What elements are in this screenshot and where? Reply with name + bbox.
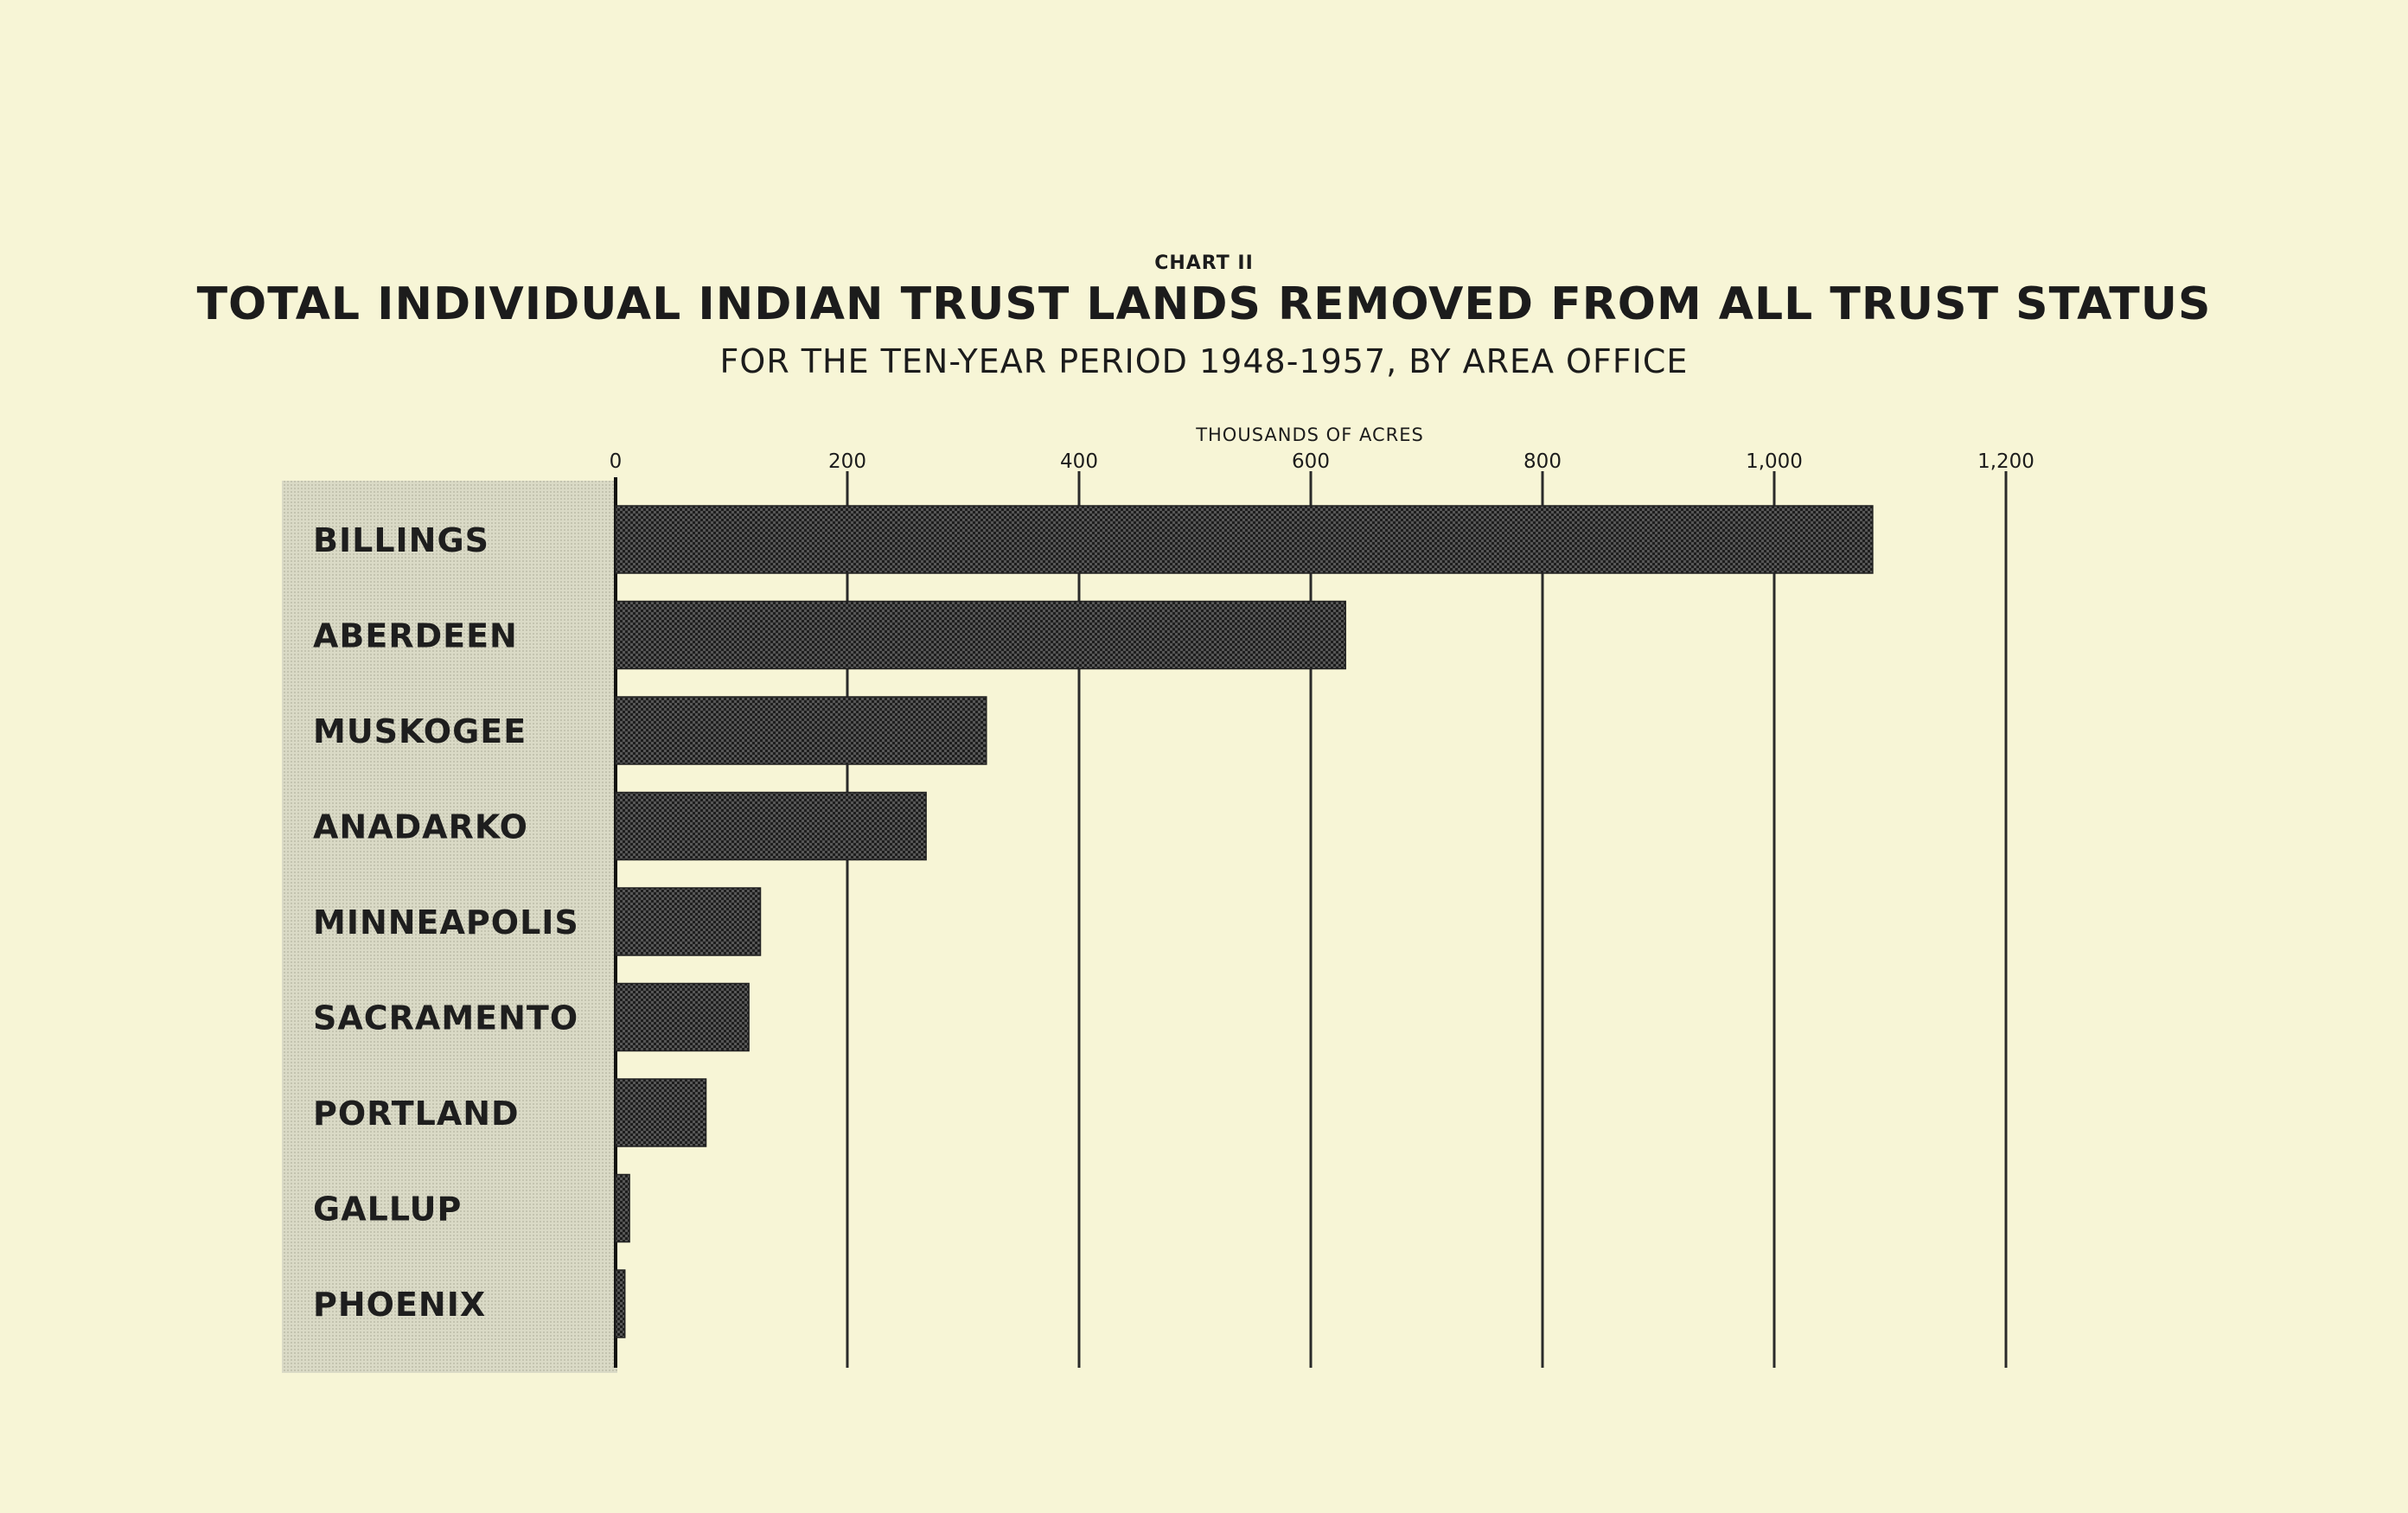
bar-billings [615, 505, 1874, 574]
bar-aberdeen [615, 600, 1346, 670]
category-labels: BILLINGS ABERDEEN MUSKOGEE ANADARKO MINNEAPO… [313, 521, 579, 1324]
category-label: ABERDEEN [313, 617, 518, 655]
category-label: GALLUP [313, 1191, 462, 1229]
x-tick-labels: 0 200 400 600 800 1,000 1,200 [610, 450, 2034, 473]
bar-phoenix [615, 1269, 626, 1338]
x-tick-label: 400 [1060, 450, 1098, 473]
chart-title: TOTAL INDIVIDUAL INDIAN TRUST LANDS REMO… [196, 278, 2212, 330]
chart-label: CHART II [1154, 252, 1254, 274]
chart-subtitle: FOR THE TEN-YEAR PERIOD 1948-1957, BY AR… [719, 342, 1689, 380]
category-label: PHOENIX [313, 1286, 486, 1324]
x-tick-label: 0 [610, 450, 623, 473]
bar-portland [615, 1078, 707, 1147]
category-label: ANADARKO [313, 808, 528, 846]
bar-minneapolis [615, 887, 762, 956]
category-label: SACRAMENTO [313, 999, 578, 1037]
category-label: PORTLAND [313, 1095, 520, 1133]
x-tick-label: 1,000 [1746, 450, 1803, 473]
x-tick-label: 800 [1523, 450, 1562, 473]
x-tick-label: 600 [1292, 450, 1330, 473]
category-label-panel [282, 481, 617, 1373]
bar-sacramento [615, 982, 750, 1052]
bar-gallup [615, 1173, 630, 1243]
x-tick-label: 1,200 [1977, 450, 2034, 473]
category-label: BILLINGS [313, 521, 489, 559]
bar-anadarko [615, 791, 927, 861]
category-label: MUSKOGEE [313, 712, 527, 750]
bar-muskogee [615, 696, 987, 765]
x-axis-label: THOUSANDS OF ACRES [1195, 425, 1424, 445]
x-tick-label: 200 [828, 450, 866, 473]
bars [615, 505, 1874, 1338]
category-label: MINNEAPOLIS [313, 903, 579, 942]
